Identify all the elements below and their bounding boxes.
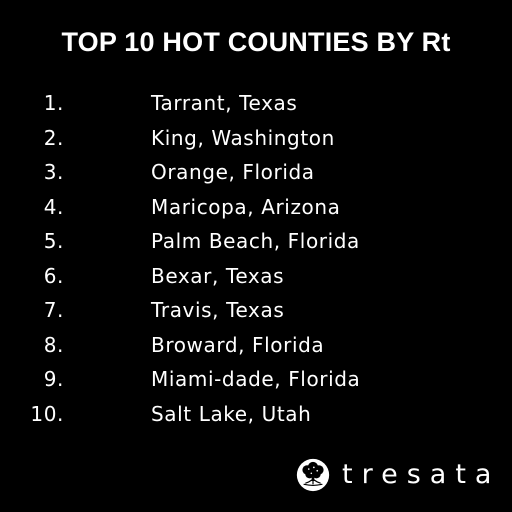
list-item: 5. Palm Beach, Florida	[0, 224, 512, 259]
brand-logo: tresata	[296, 455, 500, 495]
brand-name: tresata	[342, 459, 501, 490]
rank-number: 10.	[30, 401, 64, 426]
list-item: 2. King, Washington	[0, 121, 512, 156]
rank-number: 1.	[43, 91, 64, 115]
county-name: Miami-dade, Florida	[151, 367, 361, 391]
county-list: 1. Tarrant, Texas 2. King, Washington 3.…	[0, 86, 512, 431]
page-title: TOP 10 HOT COUNTIES BY Rt	[61, 27, 451, 57]
rank-number: 5.	[43, 229, 64, 253]
list-item: 3. Orange, Florida	[0, 155, 512, 190]
county-name: Salt Lake, Utah	[151, 401, 312, 426]
list-item: 9. Miami-dade, Florida	[0, 362, 512, 397]
list-item: 10. Salt Lake, Utah	[0, 397, 512, 432]
rank-number: 2.	[43, 125, 64, 150]
list-item: 4. Maricopa, Arizona	[0, 190, 512, 225]
county-name: Tarrant, Texas	[151, 91, 298, 115]
rank-number: 6.	[43, 263, 64, 288]
list-item: 7. Travis, Texas	[0, 293, 512, 328]
rank-number: 4.	[43, 194, 64, 219]
county-name: Bexar, Texas	[151, 263, 285, 288]
list-item: 6. Bexar, Texas	[0, 259, 512, 294]
county-name: Maricopa, Arizona	[151, 194, 341, 219]
tree-icon	[296, 458, 330, 492]
county-name: Broward, Florida	[151, 332, 325, 357]
rank-number: 8.	[43, 332, 64, 357]
rank-number: 9.	[43, 367, 64, 391]
rank-number: 7.	[43, 298, 64, 322]
rank-number: 3.	[43, 160, 64, 184]
county-name: King, Washington	[151, 125, 335, 150]
list-item: 1. Tarrant, Texas	[0, 86, 512, 121]
county-name: Orange, Florida	[151, 160, 315, 184]
county-name: Travis, Texas	[151, 298, 285, 322]
list-item: 8. Broward, Florida	[0, 328, 512, 363]
county-name: Palm Beach, Florida	[151, 229, 360, 253]
